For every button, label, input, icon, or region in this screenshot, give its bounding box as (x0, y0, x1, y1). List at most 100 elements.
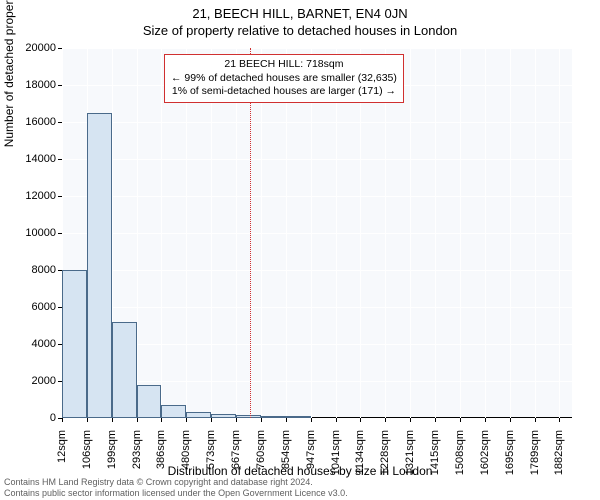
histogram-bar (62, 270, 87, 418)
x-tick-mark (311, 418, 312, 422)
annotation-box: 21 BEECH HILL: 718sqm← 99% of detached h… (164, 54, 404, 103)
histogram-bar (236, 415, 261, 418)
gridline-v (385, 48, 386, 418)
gridline-h (62, 418, 572, 419)
gridline-h (62, 270, 572, 271)
histogram-bar (211, 414, 236, 418)
gridline-v (535, 48, 536, 418)
x-tick-mark (360, 418, 361, 422)
histogram-bar (112, 322, 137, 418)
x-tick-mark (112, 418, 113, 422)
x-tick-mark (211, 418, 212, 422)
y-tick-mark (58, 122, 62, 123)
x-tick-label: 1602sqm (479, 430, 491, 490)
x-tick-label: 1508sqm (454, 430, 466, 490)
y-tick-mark (58, 307, 62, 308)
x-tick-mark (485, 418, 486, 422)
x-tick-label: 1695sqm (504, 430, 516, 490)
gridline-h (62, 381, 572, 382)
x-tick-label: 1789sqm (529, 430, 541, 490)
x-tick-mark (510, 418, 511, 422)
y-tick-mark (58, 233, 62, 234)
chart-subtitle: Size of property relative to detached ho… (0, 21, 600, 38)
gridline-v (286, 48, 287, 418)
footer-line1: Contains HM Land Registry data © Crown c… (4, 477, 348, 487)
x-tick-mark (460, 418, 461, 422)
y-tick-label: 2000 (6, 375, 56, 387)
gridline-v (460, 48, 461, 418)
x-tick-mark (161, 418, 162, 422)
histogram-bar (286, 416, 311, 418)
gridline-v (311, 48, 312, 418)
y-tick-mark (58, 159, 62, 160)
annotation-line: 1% of semi-detached houses are larger (1… (171, 85, 397, 99)
x-tick-mark (186, 418, 187, 422)
reference-line (250, 48, 251, 418)
histogram-bar (161, 405, 186, 418)
y-tick-label: 4000 (6, 338, 56, 350)
y-tick-mark (58, 344, 62, 345)
footer-line2: Contains public sector information licen… (4, 488, 348, 498)
x-tick-label: 1134sqm (354, 430, 366, 490)
y-tick-label: 20000 (6, 42, 56, 54)
x-tick-mark (236, 418, 237, 422)
gridline-v (485, 48, 486, 418)
gridline-v (137, 48, 138, 418)
annotation-line: 21 BEECH HILL: 718sqm (171, 58, 397, 72)
y-tick-mark (58, 85, 62, 86)
gridline-v (261, 48, 262, 418)
gridline-v (236, 48, 237, 418)
y-tick-label: 16000 (6, 116, 56, 128)
gridline-v (559, 48, 560, 418)
y-tick-mark (58, 196, 62, 197)
gridline-h (62, 159, 572, 160)
gridline-v (211, 48, 212, 418)
x-tick-mark (62, 418, 63, 422)
y-tick-label: 0 (6, 412, 56, 424)
gridline-h (62, 307, 572, 308)
gridline-v (410, 48, 411, 418)
y-tick-label: 14000 (6, 153, 56, 165)
y-tick-mark (58, 270, 62, 271)
gridline-v (360, 48, 361, 418)
gridline-v (435, 48, 436, 418)
gridline-v (186, 48, 187, 418)
x-tick-mark (559, 418, 560, 422)
x-tick-label: 1321sqm (404, 430, 416, 490)
chart-container: 21, BEECH HILL, BARNET, EN4 0JN Size of … (0, 0, 600, 500)
gridline-v (336, 48, 337, 418)
x-tick-label: 1228sqm (379, 430, 391, 490)
x-axis-label: Distribution of detached houses by size … (0, 464, 600, 478)
x-tick-label: 1882sqm (553, 430, 565, 490)
x-tick-label: 1415sqm (429, 430, 441, 490)
gridline-v (161, 48, 162, 418)
y-tick-mark (58, 48, 62, 49)
x-tick-mark (286, 418, 287, 422)
histogram-bar (87, 113, 112, 418)
y-tick-label: 12000 (6, 190, 56, 202)
gridline-v (510, 48, 511, 418)
gridline-h (62, 48, 572, 49)
chart-title: 21, BEECH HILL, BARNET, EN4 0JN (0, 0, 600, 21)
x-tick-mark (87, 418, 88, 422)
x-tick-mark (385, 418, 386, 422)
footer-attribution: Contains HM Land Registry data © Crown c… (4, 477, 348, 498)
x-tick-mark (137, 418, 138, 422)
histogram-bar (186, 412, 211, 418)
x-tick-mark (261, 418, 262, 422)
histogram-bar (137, 385, 162, 418)
gridline-h (62, 233, 572, 234)
gridline-h (62, 344, 572, 345)
y-tick-label: 10000 (6, 227, 56, 239)
x-tick-mark (435, 418, 436, 422)
gridline-h (62, 196, 572, 197)
x-tick-mark (410, 418, 411, 422)
x-tick-mark (336, 418, 337, 422)
y-tick-label: 8000 (6, 264, 56, 276)
plot-area: 21 BEECH HILL: 718sqm← 99% of detached h… (62, 48, 572, 418)
y-tick-label: 6000 (6, 301, 56, 313)
x-tick-mark (535, 418, 536, 422)
y-tick-label: 18000 (6, 79, 56, 91)
y-tick-mark (58, 381, 62, 382)
gridline-h (62, 122, 572, 123)
